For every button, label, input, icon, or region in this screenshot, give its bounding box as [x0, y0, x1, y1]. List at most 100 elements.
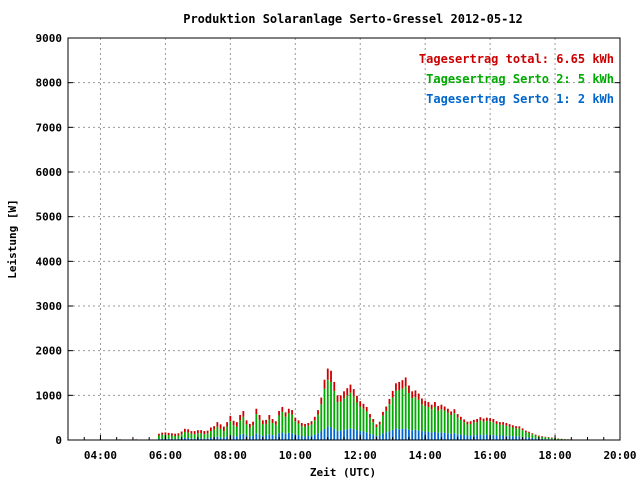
bar-segment-series-3 — [304, 423, 306, 427]
bar-segment-series-1 — [252, 435, 254, 440]
bar-segment-series-2 — [297, 423, 300, 436]
bar-segment-series-3 — [232, 420, 235, 426]
bar-segment-series-3 — [271, 419, 274, 424]
y-tick-label: 5000 — [36, 211, 63, 224]
bar-segment-series-2 — [476, 422, 479, 436]
bar-segment-series-3 — [427, 402, 430, 407]
bar-segment-series-3 — [287, 408, 290, 414]
bar-segment-series-3 — [203, 431, 206, 435]
bar-segment-series-1 — [323, 428, 326, 440]
bar-segment-series-2 — [161, 434, 164, 439]
bar-segment-series-2 — [524, 431, 527, 438]
bar-segment-series-1 — [492, 435, 495, 440]
bar-segment-series-1 — [307, 435, 310, 440]
bar-segment-series-1 — [226, 436, 229, 440]
bar-segment-series-2 — [547, 437, 550, 440]
bar-segment-series-1 — [278, 433, 280, 440]
x-axis: 04:00 06:00 08:00 10:00 12:00 14:00 16:00 18:00… — [67, 435, 637, 462]
bar-segment-series-1 — [479, 434, 482, 440]
bar-segment-series-1 — [171, 438, 173, 440]
bar-segment-series-2 — [395, 390, 397, 429]
bar-segment-series-3 — [521, 428, 524, 431]
bar-segment-series-3 — [180, 431, 183, 435]
bar-segment-series-2 — [505, 425, 508, 436]
bar-segment-series-1 — [395, 428, 397, 440]
bar-segment-series-2 — [291, 414, 293, 434]
bar-segment-series-2 — [183, 431, 186, 438]
bar-segment-series-3 — [453, 409, 456, 414]
bar-segment-series-1 — [508, 435, 511, 440]
bar-segment-series-2 — [404, 386, 407, 429]
bar-segment-series-1 — [511, 436, 514, 440]
bar-segment-series-1 — [414, 429, 417, 440]
bar-segment-series-2 — [330, 381, 332, 428]
x-tick-label: 04:00 — [84, 449, 117, 462]
bar-segment-series-1 — [203, 438, 206, 440]
bar-segment-series-3 — [222, 426, 225, 432]
bar-segment-series-2 — [482, 421, 485, 436]
bar-segment-series-1 — [476, 435, 479, 440]
bar-segment-series-1 — [209, 437, 212, 440]
bar-segment-series-1 — [339, 430, 342, 440]
bar-segment-series-1 — [453, 433, 456, 440]
bar-segment-series-2 — [378, 424, 381, 436]
bar-segment-series-3 — [537, 435, 540, 437]
bar-segment-series-1 — [528, 437, 530, 440]
bar-segment-series-3 — [313, 416, 316, 421]
bar-segment-series-2 — [203, 434, 206, 439]
bar-segment-series-2 — [356, 402, 358, 431]
bar-segment-series-1 — [485, 434, 488, 440]
bar-segment-series-3 — [404, 377, 407, 387]
bar-segment-series-3 — [229, 415, 232, 422]
bar-segment-series-3 — [213, 426, 216, 430]
bar-segment-series-2 — [336, 402, 339, 432]
bar-segment-series-1 — [200, 438, 203, 440]
bar-segment-series-2 — [437, 410, 440, 433]
bar-segment-series-3 — [476, 419, 479, 423]
bar-segment-series-3 — [190, 431, 193, 434]
bar-segment-series-3 — [524, 430, 527, 432]
bar-segment-series-3 — [239, 414, 241, 421]
bar-segment-series-2 — [456, 417, 459, 435]
bar-segment-series-1 — [265, 435, 267, 440]
bar-segment-series-2 — [531, 434, 534, 438]
bar-segment-series-2 — [352, 396, 355, 429]
bar-segment-series-2 — [193, 434, 196, 439]
bar-segment-series-3 — [310, 421, 313, 425]
bar-segment-series-1 — [222, 437, 225, 440]
bar-segment-series-1 — [515, 436, 517, 440]
bar-segment-series-3 — [421, 398, 423, 405]
bar-segment-series-1 — [531, 437, 534, 440]
bar-segment-series-2 — [187, 432, 190, 438]
bar-segment-series-3 — [219, 424, 222, 429]
bar-segment-series-1 — [447, 433, 449, 440]
bar-segment-series-3 — [235, 422, 238, 427]
bar-segment-series-2 — [294, 421, 297, 435]
bar-segment-series-1 — [356, 430, 358, 440]
bar-segment-series-3 — [456, 414, 459, 418]
bar-segment-series-1 — [291, 433, 293, 440]
bar-segment-series-3 — [531, 433, 534, 435]
bar-segment-series-1 — [369, 433, 371, 440]
bar-segment-series-1 — [255, 433, 258, 440]
bar-segment-series-1 — [385, 432, 388, 440]
bar-segment-series-2 — [430, 409, 433, 433]
x-axis-label: Zeit (UTC) — [310, 466, 376, 479]
bar-segment-series-3 — [200, 430, 203, 434]
bar-segment-series-3 — [281, 406, 284, 412]
bar-segment-series-1 — [534, 438, 537, 440]
bar-segment-series-1 — [297, 435, 300, 440]
x-tick-label: 06:00 — [149, 449, 182, 462]
bar-segment-series-2 — [427, 406, 430, 432]
bar-segment-series-2 — [268, 419, 271, 435]
bar-segment-series-2 — [284, 416, 287, 434]
bar-segment-series-2 — [450, 414, 453, 434]
bar-segment-series-1 — [274, 435, 277, 440]
bar-segment-series-3 — [479, 417, 482, 421]
bar-segment-series-3 — [349, 384, 352, 393]
bar-segment-series-3 — [528, 431, 530, 433]
bar-segment-series-3 — [443, 406, 446, 411]
bar-segment-series-2 — [226, 426, 229, 437]
bar-segment-series-1 — [459, 434, 462, 440]
